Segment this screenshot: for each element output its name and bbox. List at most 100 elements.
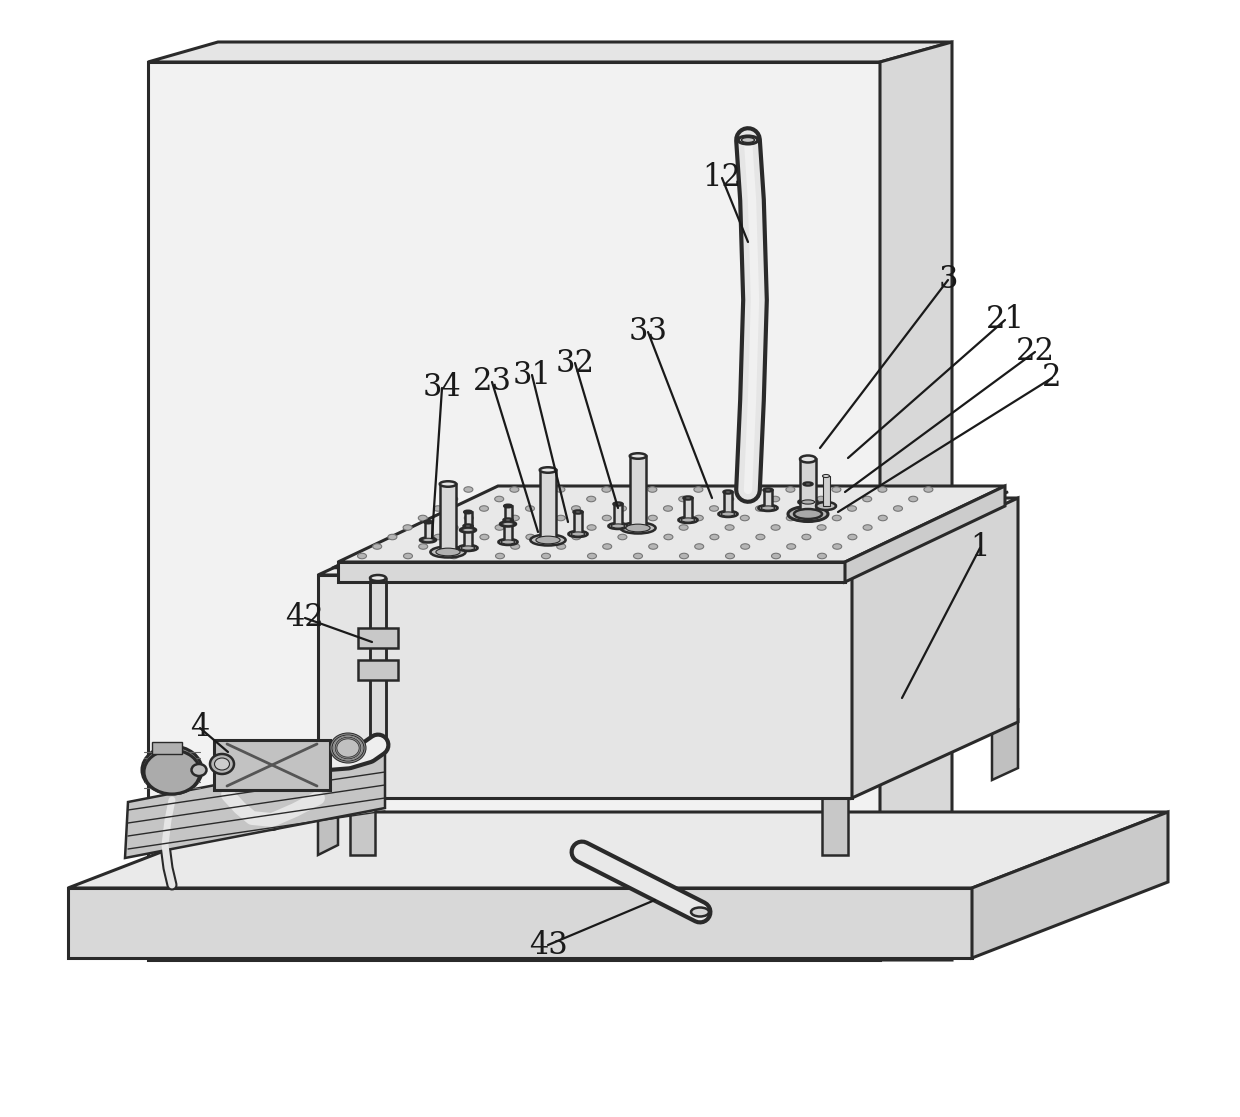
Ellipse shape	[786, 544, 796, 550]
Ellipse shape	[786, 515, 795, 521]
Ellipse shape	[541, 525, 551, 531]
Ellipse shape	[786, 487, 795, 493]
Ellipse shape	[510, 487, 518, 493]
Ellipse shape	[863, 525, 872, 531]
Ellipse shape	[804, 483, 812, 486]
Ellipse shape	[761, 506, 775, 510]
Ellipse shape	[419, 544, 428, 550]
Polygon shape	[148, 63, 880, 960]
Polygon shape	[503, 521, 512, 542]
Polygon shape	[68, 812, 1168, 888]
Ellipse shape	[678, 496, 688, 502]
Ellipse shape	[694, 515, 703, 521]
Polygon shape	[992, 710, 1018, 780]
Ellipse shape	[526, 506, 534, 512]
Ellipse shape	[694, 544, 704, 550]
Ellipse shape	[817, 496, 826, 502]
Ellipse shape	[495, 525, 505, 531]
Ellipse shape	[459, 545, 477, 551]
Ellipse shape	[465, 544, 474, 550]
Ellipse shape	[817, 553, 827, 558]
Polygon shape	[823, 476, 830, 506]
Ellipse shape	[536, 536, 560, 544]
Ellipse shape	[143, 746, 202, 794]
Ellipse shape	[449, 553, 459, 558]
Ellipse shape	[511, 515, 520, 521]
Polygon shape	[852, 498, 1018, 798]
Polygon shape	[215, 739, 330, 790]
Ellipse shape	[505, 505, 512, 507]
Ellipse shape	[647, 487, 657, 493]
Ellipse shape	[210, 754, 234, 774]
Ellipse shape	[832, 487, 841, 493]
Polygon shape	[153, 742, 182, 754]
Ellipse shape	[725, 525, 734, 531]
Ellipse shape	[603, 515, 611, 521]
Polygon shape	[683, 498, 692, 521]
Ellipse shape	[663, 506, 672, 512]
Ellipse shape	[572, 506, 580, 512]
Ellipse shape	[611, 524, 625, 528]
Ellipse shape	[609, 523, 627, 529]
Ellipse shape	[683, 496, 692, 499]
Ellipse shape	[724, 496, 734, 502]
Ellipse shape	[436, 548, 460, 556]
Ellipse shape	[740, 544, 750, 550]
Ellipse shape	[144, 750, 200, 794]
Ellipse shape	[680, 525, 688, 531]
Ellipse shape	[620, 523, 656, 534]
Polygon shape	[880, 42, 952, 960]
Polygon shape	[724, 491, 732, 514]
Ellipse shape	[801, 506, 811, 512]
Ellipse shape	[496, 553, 505, 558]
Ellipse shape	[817, 525, 826, 531]
Polygon shape	[630, 456, 646, 528]
Polygon shape	[541, 470, 556, 540]
Ellipse shape	[634, 525, 642, 531]
Text: 12: 12	[703, 162, 742, 193]
Ellipse shape	[331, 734, 365, 762]
Polygon shape	[317, 498, 1018, 575]
Ellipse shape	[500, 522, 516, 526]
Ellipse shape	[215, 758, 229, 770]
Ellipse shape	[649, 515, 657, 521]
Ellipse shape	[863, 496, 872, 502]
Ellipse shape	[848, 534, 857, 540]
Ellipse shape	[833, 544, 842, 550]
Ellipse shape	[501, 540, 515, 544]
Polygon shape	[972, 812, 1168, 958]
Ellipse shape	[502, 523, 513, 526]
Ellipse shape	[878, 487, 887, 493]
Ellipse shape	[464, 515, 474, 521]
Polygon shape	[465, 512, 471, 529]
Ellipse shape	[630, 454, 646, 459]
Polygon shape	[370, 577, 386, 745]
Ellipse shape	[800, 456, 816, 462]
Ellipse shape	[424, 521, 432, 523]
Ellipse shape	[771, 525, 780, 531]
Ellipse shape	[634, 553, 642, 558]
Ellipse shape	[464, 510, 471, 513]
Ellipse shape	[802, 534, 811, 540]
Ellipse shape	[434, 506, 443, 512]
Ellipse shape	[799, 499, 817, 505]
Ellipse shape	[682, 518, 694, 522]
Ellipse shape	[649, 544, 657, 550]
Ellipse shape	[539, 467, 557, 472]
Ellipse shape	[618, 534, 627, 540]
Ellipse shape	[740, 515, 749, 521]
Ellipse shape	[495, 496, 503, 502]
Text: 1: 1	[970, 533, 990, 563]
Ellipse shape	[541, 496, 549, 502]
Polygon shape	[339, 562, 844, 582]
Polygon shape	[317, 575, 852, 798]
Ellipse shape	[740, 487, 749, 493]
Text: 21: 21	[986, 305, 1024, 335]
Ellipse shape	[370, 575, 386, 581]
Ellipse shape	[742, 137, 754, 143]
Ellipse shape	[847, 506, 857, 512]
Ellipse shape	[461, 546, 475, 550]
Polygon shape	[424, 522, 432, 540]
Polygon shape	[764, 490, 773, 508]
Ellipse shape	[691, 907, 709, 917]
